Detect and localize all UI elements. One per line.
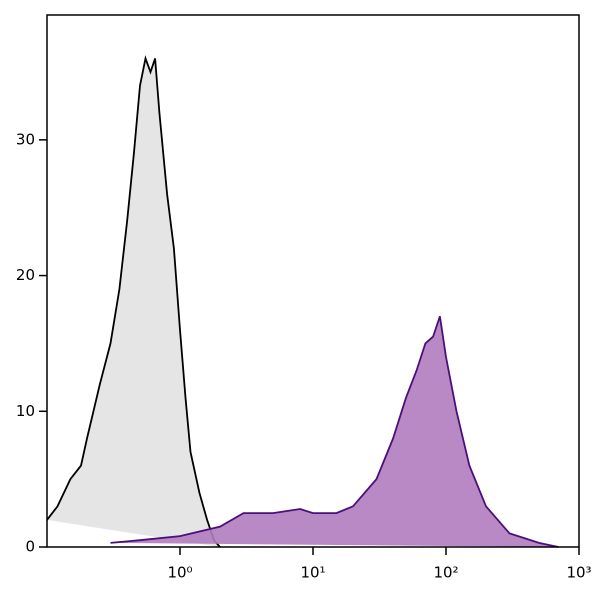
x-tick-label: 10²	[433, 564, 458, 582]
x-tick-label: 10¹	[300, 564, 325, 582]
y-tick-label: 10	[16, 402, 35, 420]
x-tick-label: 10⁰	[167, 564, 192, 582]
y-tick-label: 0	[25, 538, 35, 556]
y-tick-label: 20	[16, 266, 35, 284]
y-tick-label: 30	[16, 130, 35, 148]
histogram-area	[46, 55, 221, 548]
histogram-area	[110, 316, 559, 548]
x-tick-label: 10³	[566, 564, 591, 582]
